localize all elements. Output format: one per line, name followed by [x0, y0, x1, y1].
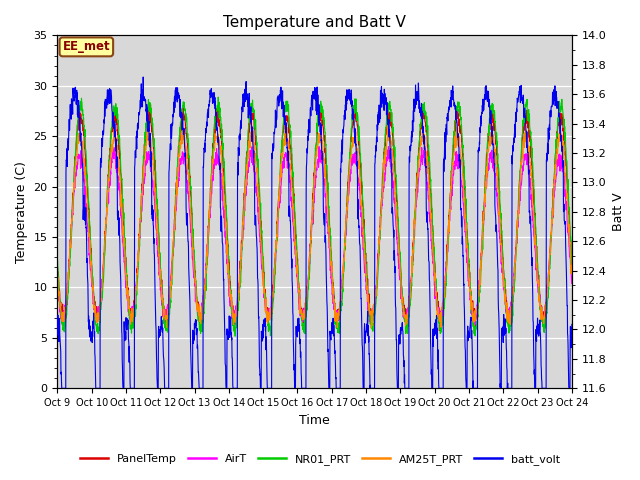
NR01_PRT	[341, 237, 349, 243]
AM25T_PRT	[329, 284, 337, 290]
PanelTemp	[523, 108, 531, 113]
AirT	[330, 301, 337, 307]
Text: EE_met: EE_met	[63, 40, 110, 53]
AM25T_PRT	[367, 325, 375, 331]
AirT	[315, 144, 323, 149]
Line: batt_volt: batt_volt	[58, 77, 572, 388]
Legend: PanelTemp, AirT, NR01_PRT, AM25T_PRT, batt_volt: PanelTemp, AirT, NR01_PRT, AM25T_PRT, ba…	[76, 450, 564, 469]
batt_volt	[341, 108, 349, 114]
X-axis label: Time: Time	[300, 414, 330, 427]
batt_volt	[198, 385, 205, 391]
AirT	[54, 281, 61, 287]
batt_volt	[330, 333, 337, 339]
batt_volt	[54, 324, 61, 330]
PanelTemp	[340, 245, 348, 251]
batt_volt	[58, 385, 66, 391]
NR01_PRT	[568, 263, 576, 269]
Line: AirT: AirT	[58, 146, 572, 329]
AM25T_PRT	[568, 264, 576, 270]
PanelTemp	[436, 328, 444, 334]
Y-axis label: Batt V: Batt V	[612, 192, 625, 231]
PanelTemp	[54, 264, 61, 269]
NR01_PRT	[214, 94, 222, 100]
NR01_PRT	[197, 322, 205, 328]
batt_volt	[523, 129, 531, 134]
NR01_PRT	[537, 314, 545, 320]
NR01_PRT	[523, 100, 531, 106]
AM25T_PRT	[54, 277, 61, 283]
AirT	[341, 240, 349, 245]
batt_volt	[568, 322, 576, 327]
batt_volt	[537, 363, 545, 369]
PanelTemp	[537, 310, 545, 315]
batt_volt	[140, 74, 147, 80]
AirT	[197, 317, 205, 323]
AM25T_PRT	[197, 317, 205, 323]
NR01_PRT	[465, 241, 472, 247]
AM25T_PRT	[523, 135, 531, 141]
Line: AM25T_PRT: AM25T_PRT	[58, 126, 572, 328]
Line: PanelTemp: PanelTemp	[58, 105, 572, 331]
AM25T_PRT	[537, 311, 545, 316]
PanelTemp	[147, 102, 154, 108]
NR01_PRT	[330, 288, 337, 294]
PanelTemp	[568, 265, 576, 271]
AM25T_PRT	[340, 256, 348, 262]
batt_volt	[465, 329, 472, 335]
AirT	[523, 162, 531, 168]
Title: Temperature and Batt V: Temperature and Batt V	[223, 15, 406, 30]
AM25T_PRT	[383, 123, 391, 129]
AirT	[568, 273, 576, 279]
AM25T_PRT	[465, 267, 472, 273]
AirT	[465, 278, 472, 284]
NR01_PRT	[231, 333, 239, 339]
AirT	[537, 314, 545, 320]
PanelTemp	[330, 293, 337, 299]
PanelTemp	[197, 311, 205, 316]
PanelTemp	[465, 251, 472, 256]
Y-axis label: Temperature (C): Temperature (C)	[15, 161, 28, 263]
NR01_PRT	[54, 256, 61, 262]
AirT	[127, 326, 135, 332]
Line: NR01_PRT: NR01_PRT	[58, 97, 572, 336]
